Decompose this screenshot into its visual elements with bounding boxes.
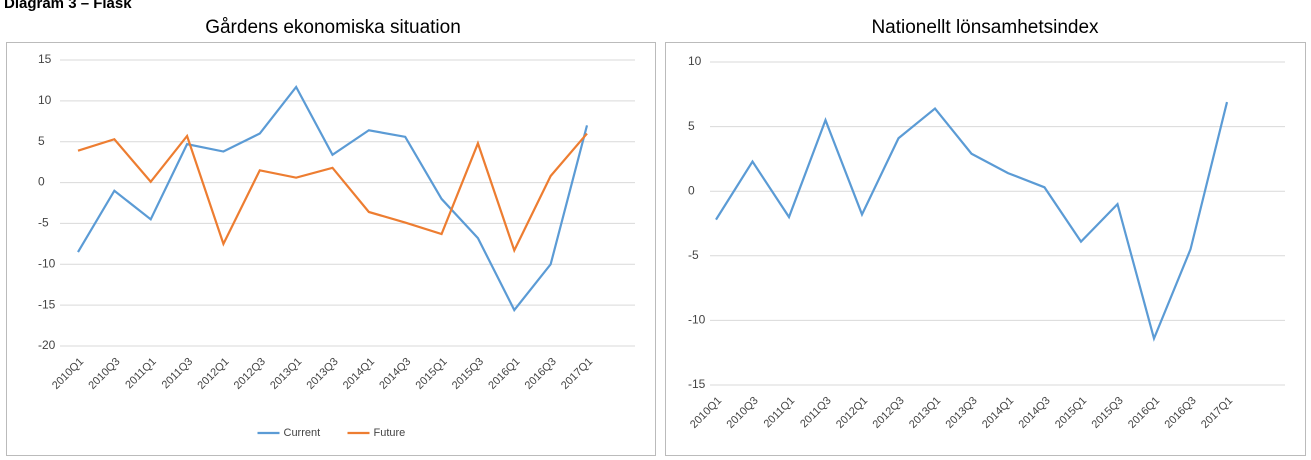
x-tick-label: 2011Q1 bbox=[762, 395, 798, 431]
x-tick-label: 2013Q1 bbox=[907, 395, 943, 431]
x-tick-label: 2012Q3 bbox=[871, 395, 907, 431]
x-tick-label: 2016Q3 bbox=[1163, 395, 1199, 431]
x-tick-label: 2016Q3 bbox=[523, 356, 559, 392]
x-tick-label: 2014Q3 bbox=[377, 356, 413, 392]
y-tick-label: 10 bbox=[688, 54, 702, 68]
x-tick-label: 2017Q1 bbox=[559, 356, 595, 392]
x-tick-label: 2015Q1 bbox=[414, 356, 450, 392]
y-tick-label: -20 bbox=[38, 338, 56, 352]
x-tick-label: 2013Q3 bbox=[944, 395, 980, 431]
chart-frame bbox=[6, 42, 656, 456]
line bbox=[77, 132, 588, 254]
y-tick-label: -10 bbox=[38, 256, 56, 270]
x-tick-label: 2012Q1 bbox=[195, 356, 231, 392]
y-tick-label: 10 bbox=[38, 93, 52, 107]
x-tick-label: 2010Q1 bbox=[688, 395, 724, 431]
x-tick-label: 2010Q3 bbox=[725, 395, 761, 431]
line bbox=[715, 101, 1229, 342]
chart-title: Gårdens ekonomiska situation bbox=[205, 17, 461, 38]
y-tick-label: 15 bbox=[38, 52, 52, 66]
chart-frame bbox=[665, 42, 1306, 456]
x-tick-label: 2010Q1 bbox=[50, 356, 86, 392]
heading: Diagram 3 – Fläsk bbox=[4, 0, 132, 12]
x-tick-label: 2011Q3 bbox=[160, 356, 196, 392]
legend-label: Future bbox=[374, 427, 406, 439]
y-tick-label: 5 bbox=[38, 134, 45, 148]
x-tick-label: 2015Q3 bbox=[450, 356, 486, 392]
x-tick-label: 2015Q3 bbox=[1090, 395, 1126, 431]
y-tick-label: -10 bbox=[688, 313, 706, 327]
x-tick-label: 2012Q1 bbox=[834, 395, 870, 431]
y-tick-label: 5 bbox=[688, 119, 695, 133]
chart-title: Nationellt lönsamhetsindex bbox=[871, 17, 1099, 38]
x-tick-label: 2011Q1 bbox=[123, 356, 159, 392]
x-tick-label: 2013Q3 bbox=[305, 356, 341, 392]
legend-label: Current bbox=[284, 427, 321, 439]
y-tick-label: -15 bbox=[688, 377, 706, 391]
x-tick-label: 2014Q1 bbox=[341, 356, 377, 392]
x-tick-label: 2017Q1 bbox=[1199, 395, 1235, 431]
x-tick-label: 2016Q1 bbox=[1126, 395, 1162, 431]
y-tick-label: -5 bbox=[38, 216, 49, 230]
x-tick-label: 2014Q1 bbox=[980, 395, 1016, 431]
x-tick-label: 2011Q3 bbox=[798, 395, 834, 431]
x-tick-label: 2012Q3 bbox=[232, 356, 268, 392]
x-tick-label: 2010Q3 bbox=[86, 356, 122, 392]
x-tick-label: 2014Q3 bbox=[1017, 395, 1053, 431]
x-tick-label: 2015Q1 bbox=[1053, 395, 1089, 431]
y-tick-label: 0 bbox=[688, 183, 695, 197]
x-tick-label: 2013Q1 bbox=[268, 356, 304, 392]
line bbox=[77, 84, 589, 313]
y-tick-label: 0 bbox=[38, 175, 45, 189]
y-tick-label: -5 bbox=[688, 248, 699, 262]
x-tick-label: 2016Q1 bbox=[486, 356, 522, 392]
y-tick-label: -15 bbox=[38, 297, 56, 311]
